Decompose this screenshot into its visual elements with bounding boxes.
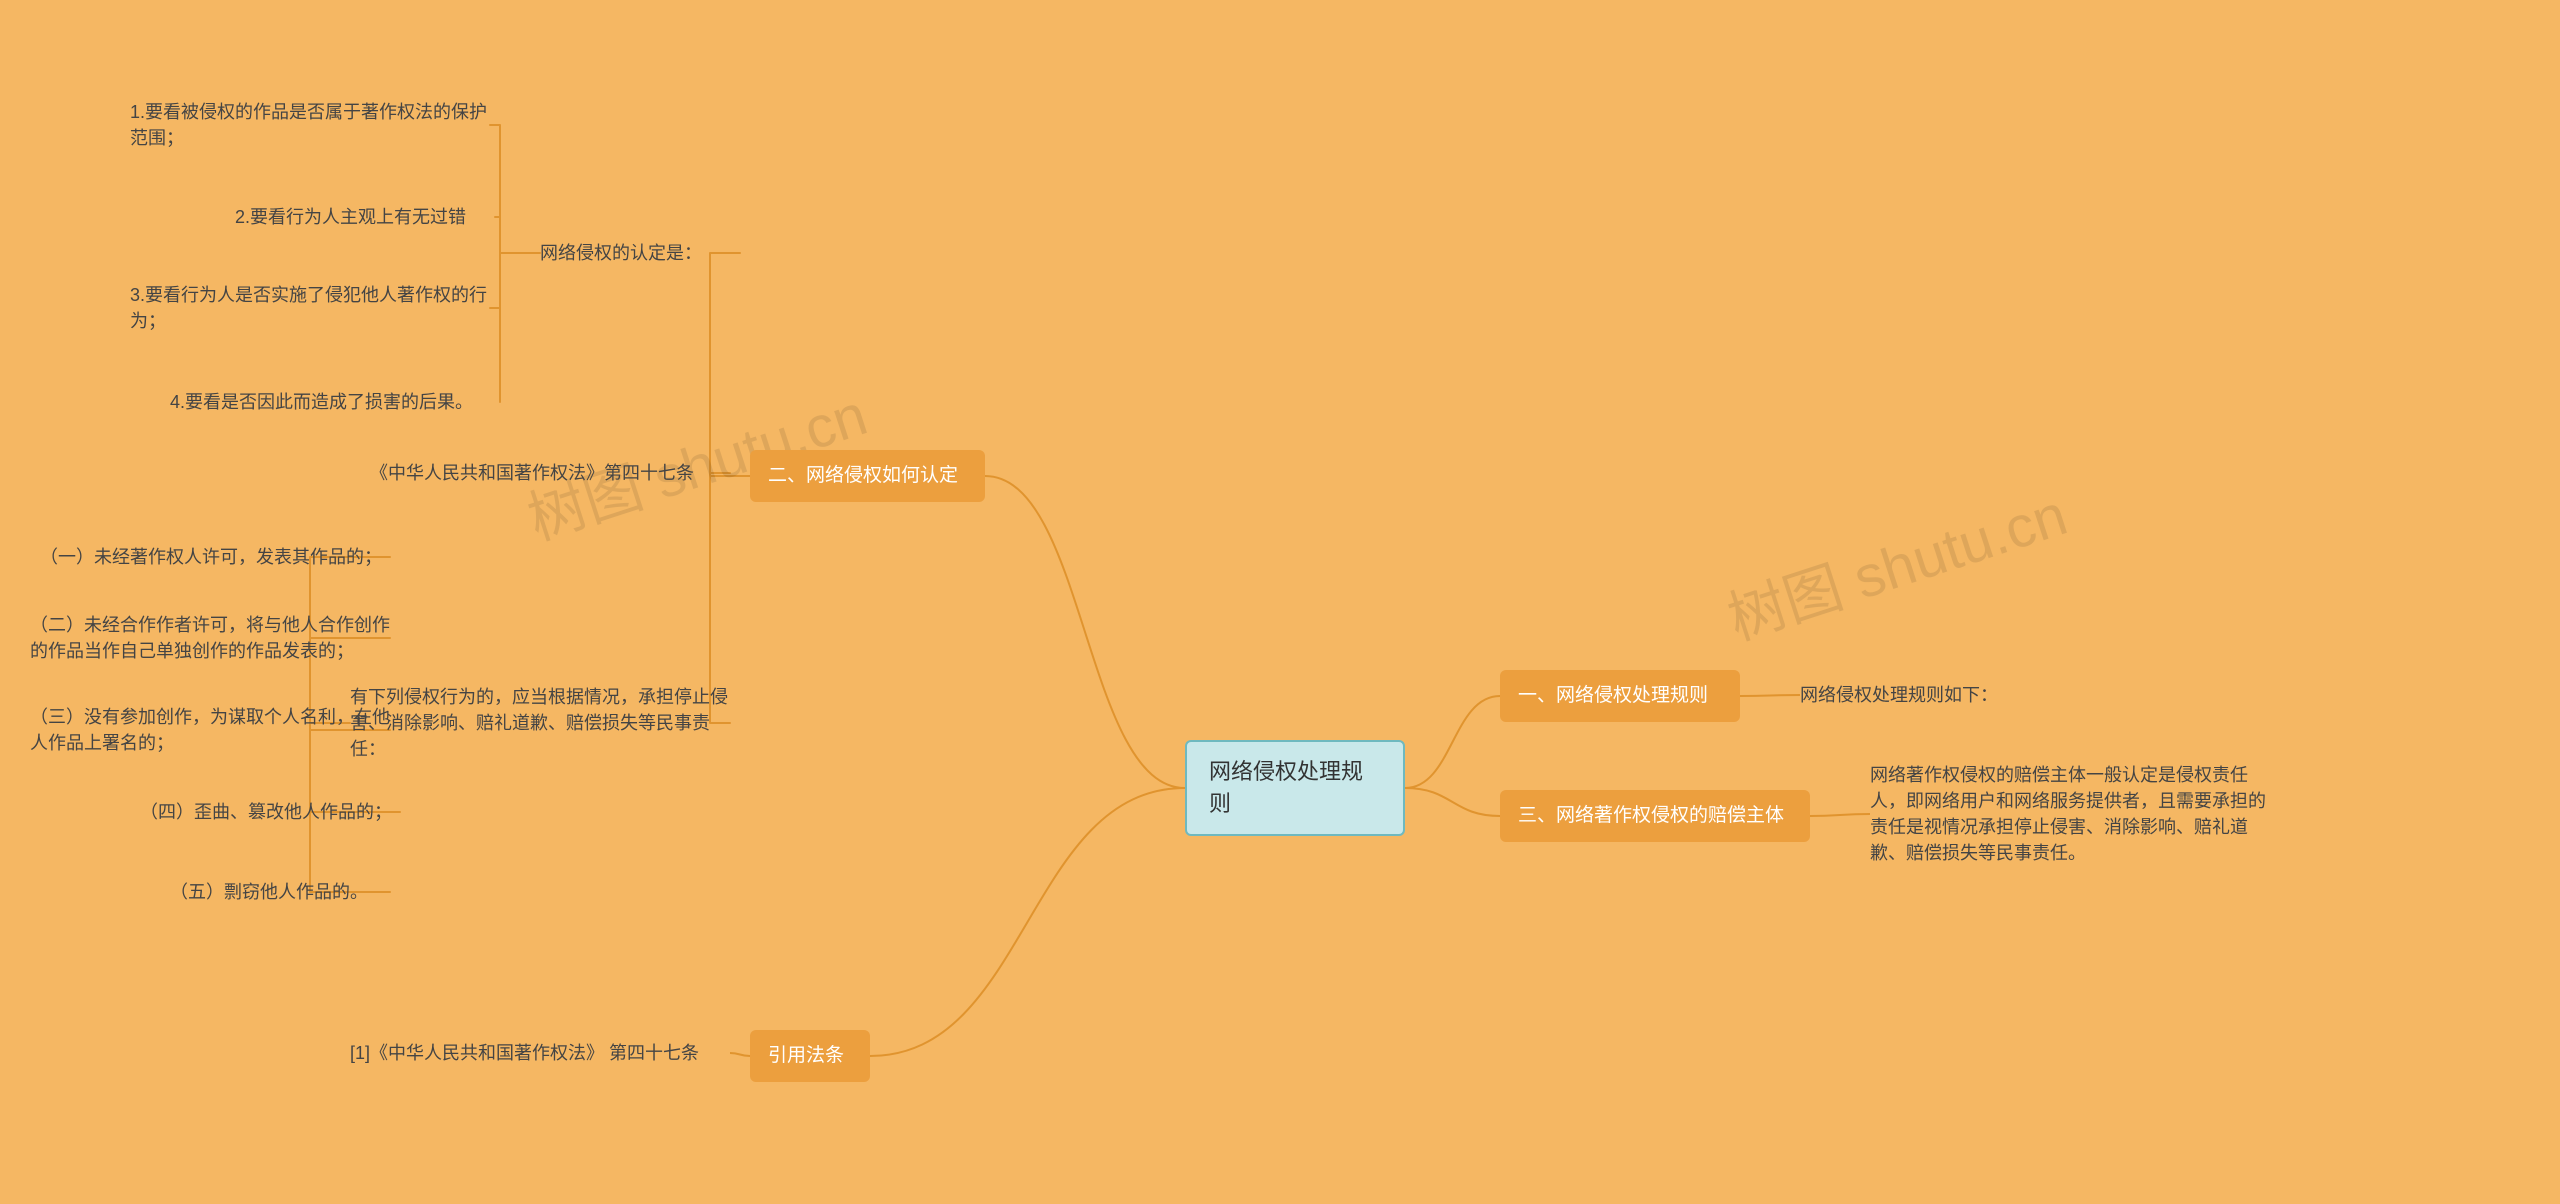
leaf-node: 1.要看被侵权的作品是否属于著作权法的保护范围；: [130, 95, 490, 155]
leaf-node: 有下列侵权行为的，应当根据情况，承担停止侵害、消除影响、赔礼道歉、赔偿损失等民事…: [350, 680, 730, 766]
branch-node: 一、网络侵权处理规则: [1500, 670, 1740, 722]
leaf-node: 2.要看行为人主观上有无过错: [235, 200, 495, 234]
leaf-node: （五）剽窃他人作品的。: [170, 875, 390, 909]
leaf-node: 《中华人民共和国著作权法》第四十七条: [370, 456, 730, 490]
leaf-node: 网络著作权侵权的赔偿主体一般认定是侵权责任人，即网络用户和网络服务提供者，且需要…: [1870, 758, 2270, 870]
leaf-node: 3.要看行为人是否实施了侵犯他人著作权的行为；: [130, 278, 490, 338]
watermark: 树图 shutu.cn: [1716, 468, 2076, 656]
branch-node: 引用法条: [750, 1030, 870, 1082]
leaf-node: （一）未经著作权人许可，发表其作品的；: [40, 540, 390, 574]
leaf-node: （四）歪曲、篡改他人作品的；: [140, 795, 400, 829]
leaf-node: （二）未经合作作者许可，将与他人合作创作的作品当作自己单独创作的作品发表的；: [30, 608, 390, 668]
leaf-node: （三）没有参加创作，为谋取个人名利，在他人作品上署名的；: [30, 700, 390, 760]
branch-node: 三、网络著作权侵权的赔偿主体: [1500, 790, 1810, 842]
branch-node: 二、网络侵权如何认定: [750, 450, 985, 502]
mindmap-canvas: 树图 shutu.cn树图 shutu.cn网络侵权处理规则一、网络侵权处理规则…: [0, 0, 2560, 1204]
leaf-node: 网络侵权处理规则如下：: [1800, 678, 2060, 712]
leaf-node: 网络侵权的认定是：: [540, 236, 740, 270]
root-node: 网络侵权处理规则: [1185, 740, 1405, 836]
leaf-node: 4.要看是否因此而造成了损害的后果。: [170, 385, 500, 419]
connectors-layer: [0, 0, 2560, 1204]
leaf-node: [1]《中华人民共和国著作权法》 第四十七条: [350, 1036, 730, 1070]
